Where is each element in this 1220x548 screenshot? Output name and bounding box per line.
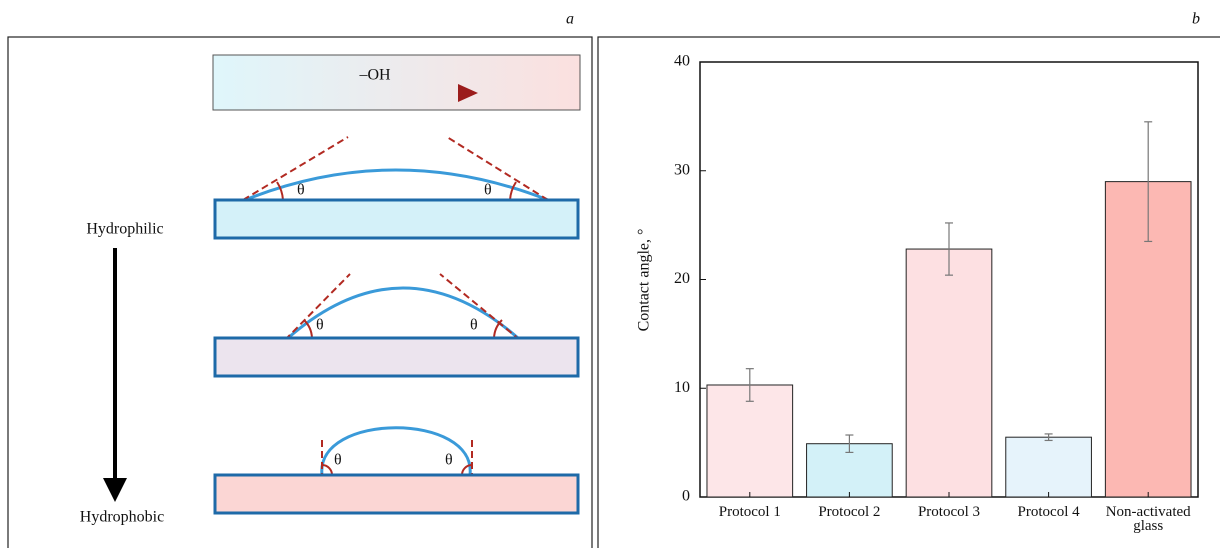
angle-label: θ bbox=[445, 452, 453, 469]
substrate bbox=[215, 338, 578, 376]
angle-label: θ bbox=[316, 317, 324, 334]
y-tick-label: 40 bbox=[674, 53, 690, 70]
y-tick-label: 20 bbox=[674, 270, 690, 287]
y-tick-label: 0 bbox=[682, 488, 690, 505]
substrate bbox=[215, 475, 578, 513]
y-tick-label: 10 bbox=[674, 379, 690, 396]
page: a –OH Hydrophilic Hydrophobic θ θ θ θ θ … bbox=[0, 0, 1220, 548]
hydrophilic-label: Hydrophilic bbox=[86, 221, 163, 238]
bar bbox=[1006, 437, 1092, 497]
y-tick-label: 30 bbox=[674, 161, 690, 178]
panel-label: a bbox=[566, 11, 574, 28]
panel-a-frame bbox=[8, 37, 592, 548]
figure: a –OH Hydrophilic Hydrophobic θ θ θ θ θ … bbox=[0, 0, 1220, 548]
angle-arc bbox=[510, 182, 516, 200]
x-tick-label: Protocol 4 bbox=[995, 505, 1103, 519]
tangents bbox=[243, 137, 548, 500]
angle-label: θ bbox=[470, 317, 478, 334]
bar bbox=[906, 249, 992, 497]
arrow-head bbox=[103, 478, 127, 502]
angle-label: θ bbox=[297, 182, 305, 199]
angle-label: θ bbox=[334, 452, 342, 469]
panel-label: b bbox=[1192, 11, 1200, 28]
x-tick-label: Protocol 2 bbox=[796, 505, 904, 519]
y-axis-label: Contact angle, ° bbox=[636, 229, 653, 332]
substrate bbox=[215, 200, 578, 238]
x-tick-label: Protocol 3 bbox=[895, 505, 1003, 519]
angle-arc bbox=[277, 182, 283, 200]
gradient-label: –OH bbox=[358, 67, 391, 84]
hydrophobic-label: Hydrophobic bbox=[80, 509, 164, 526]
droplet bbox=[245, 170, 548, 200]
tangent bbox=[243, 137, 348, 200]
x-tick-label: Non-activated glass bbox=[1094, 505, 1202, 533]
gradient-bar bbox=[213, 55, 580, 110]
tangent bbox=[447, 137, 548, 200]
angle-label: θ bbox=[484, 182, 492, 199]
x-tick-label: Protocol 1 bbox=[696, 505, 804, 519]
tangent bbox=[440, 274, 520, 340]
